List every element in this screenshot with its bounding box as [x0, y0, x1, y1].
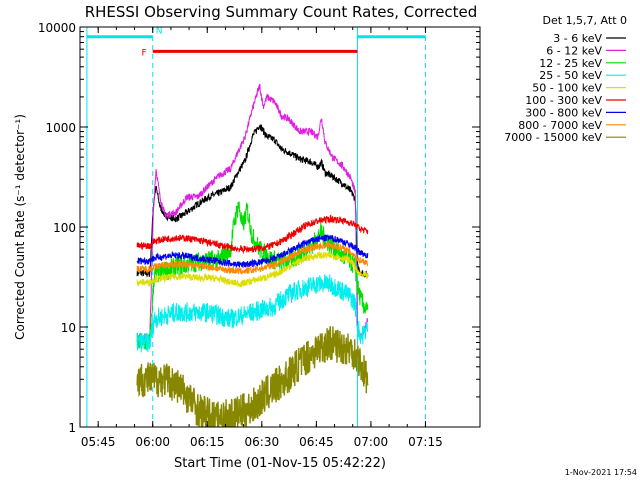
marker-lines	[86, 27, 426, 427]
chart-title: RHESSI Observing Summary Count Rates, Co…	[85, 3, 478, 21]
x-tick-label-1: 06:00	[135, 435, 170, 449]
series-line-1	[136, 83, 369, 342]
series-line-4	[136, 250, 369, 288]
series-line-8	[136, 326, 369, 427]
x-tick-label-2: 06:15	[190, 435, 225, 449]
x-axis-label: Start Time (01-Nov-15 05:42:22)	[174, 456, 386, 471]
y-tick-label-2: 100	[53, 221, 76, 235]
legend-label-7: 800 - 7000 keV	[518, 119, 602, 132]
y-tick-label-0: 1	[68, 421, 76, 435]
x-tick-label-5: 07:00	[354, 435, 389, 449]
series-line-7	[136, 241, 369, 275]
legend-label-5: 100 - 300 keV	[525, 94, 602, 107]
legend-label-8: 7000 - 15000 keV	[504, 131, 602, 144]
y-tick-label-3: 1000	[45, 121, 76, 135]
y-axis-label: Corrected Count Rate (s⁻¹ detector⁻¹)	[13, 114, 27, 340]
series-line-3	[136, 274, 369, 353]
legend-label-3: 25 - 50 keV	[539, 69, 602, 82]
marker-label-1: F	[142, 48, 147, 58]
y-tick-label-4: 10000	[38, 21, 76, 35]
series-line-6	[136, 234, 369, 269]
legend-label-2: 12 - 25 keV	[539, 57, 602, 70]
legend-label-0: 3 - 6 keV	[553, 32, 602, 45]
footer-timestamp: 1-Nov-2021 17:54	[565, 468, 637, 477]
x-axis: 05:45 06:00 06:15 06:30 06:45 07:00 07:15	[79, 27, 443, 449]
y-tick-label-1: 10	[61, 321, 76, 335]
flag-markers: NF	[86, 27, 426, 58]
y-axis: 1 10 100 1000 10000	[38, 21, 480, 435]
series-line-0	[136, 124, 369, 278]
series-line-5	[136, 214, 369, 255]
legend-label-4: 50 - 100 keV	[532, 82, 602, 95]
marker-label-0: N	[156, 27, 163, 37]
x-tick-label-4: 06:45	[299, 435, 334, 449]
legend-title: Det 1,5,7, Att 0	[543, 14, 627, 27]
series-group	[136, 83, 369, 427]
x-tick-label-0: 05:45	[81, 435, 116, 449]
legend-label-6: 300 - 800 keV	[525, 106, 602, 119]
x-tick-label-6: 07:15	[408, 435, 443, 449]
legend-label-1: 6 - 12 keV	[546, 44, 602, 57]
x-tick-label-3: 06:30	[245, 435, 280, 449]
